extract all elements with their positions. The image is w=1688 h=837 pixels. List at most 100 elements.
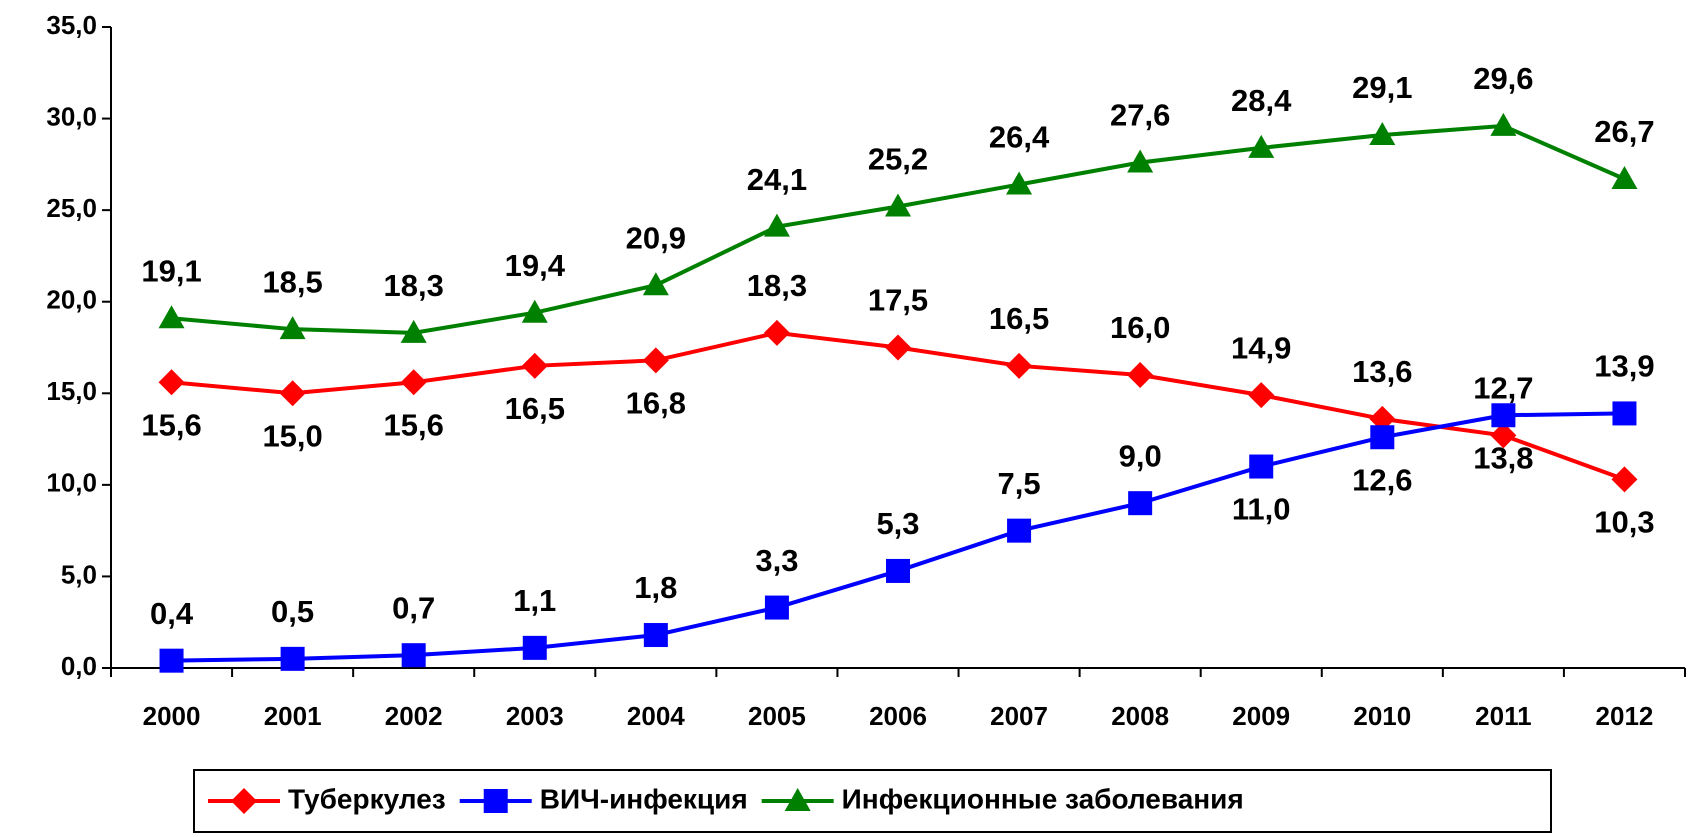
marker [1127,149,1154,173]
marker [642,272,669,296]
data-label: 18,3 [384,268,444,303]
x-tick-label: 2001 [264,701,322,731]
data-label: 27,6 [1110,98,1170,133]
legend-marker [784,788,811,811]
marker [1248,134,1275,158]
x-tick-label: 2002 [385,701,443,731]
marker [1249,454,1274,479]
y-tick-label: 35,0 [46,10,97,40]
data-label: 0,4 [150,596,194,631]
marker [1491,403,1516,428]
x-tick-label: 2004 [627,701,685,731]
data-label: 13,6 [1352,354,1412,389]
marker [1006,352,1033,379]
data-label: 16,0 [1110,310,1170,345]
data-label: 26,4 [989,120,1050,155]
marker [1128,491,1153,516]
marker [1127,361,1154,388]
y-tick-label: 30,0 [46,101,97,131]
x-tick-label: 2006 [869,701,927,731]
x-tick-label: 2003 [506,701,564,731]
marker [1248,382,1275,409]
data-label: 15,6 [141,407,201,442]
data-label: 15,0 [262,418,322,453]
marker [279,380,306,407]
data-label: 25,2 [868,142,928,177]
x-tick-label: 2008 [1111,701,1169,731]
data-label: 9,0 [1119,438,1162,473]
data-label: 5,3 [876,506,919,541]
marker [1370,425,1395,450]
data-label: 14,9 [1231,330,1291,365]
marker [643,623,668,648]
data-label: 0,5 [271,594,314,629]
marker [886,558,910,583]
marker [158,369,185,396]
marker [280,646,305,671]
marker [1490,112,1517,136]
x-tick-label: 2012 [1596,701,1654,731]
data-label: 18,3 [747,268,807,303]
y-tick-label: 15,0 [46,376,97,406]
x-tick-label: 2000 [143,701,201,731]
data-label: 29,1 [1352,70,1412,105]
marker [1007,518,1032,543]
data-label: 7,5 [998,466,1041,501]
marker [158,305,185,329]
marker [521,352,548,379]
data-label: 12,6 [1352,462,1412,497]
marker [400,319,427,343]
data-label: 19,4 [505,248,566,283]
marker [1006,171,1033,195]
marker [401,643,426,668]
legend-label: Инфекционные заболевания [842,783,1244,814]
legend-label: ВИЧ-инфекция [540,783,748,814]
legend-marker [483,789,508,813]
marker [1369,122,1396,146]
data-label: 19,1 [141,253,201,288]
x-tick-label: 2011 [1475,701,1531,731]
x-tick-label: 2009 [1232,701,1290,731]
y-tick-label: 5,0 [61,559,97,589]
legend-marker [231,788,257,814]
marker [521,299,548,323]
y-tick-label: 25,0 [46,193,97,223]
marker [279,316,306,340]
marker [764,595,789,620]
y-tick-label: 20,0 [46,285,97,315]
data-label: 16,8 [626,386,686,421]
data-label: 11,0 [1232,492,1291,527]
marker [642,347,669,374]
marker [522,635,547,660]
legend-label: Туберкулез [288,783,446,814]
marker [763,213,790,237]
data-label: 13,9 [1594,349,1654,384]
data-label: 24,1 [747,162,807,197]
data-label: 17,5 [868,283,928,318]
marker [159,648,184,673]
marker [1611,166,1638,190]
data-label: 10,3 [1594,505,1654,540]
data-label: 1,1 [513,583,556,618]
data-label: 0,7 [392,590,435,625]
x-tick-label: 2010 [1353,701,1411,731]
data-label: 28,4 [1231,83,1292,118]
data-label: 29,6 [1473,61,1533,96]
data-label: 3,3 [755,543,798,578]
data-label: 13,8 [1473,440,1533,475]
data-label: 1,8 [634,570,677,605]
data-label: 16,5 [989,301,1049,336]
data-label: 18,5 [262,264,322,299]
y-tick-label: 0,0 [61,651,97,681]
data-label: 26,7 [1594,114,1654,149]
marker [1611,466,1638,493]
x-tick-label: 2005 [748,701,806,731]
x-tick-label: 2007 [990,701,1048,731]
data-label: 16,5 [505,391,565,426]
legend-box [193,769,1552,833]
marker [400,369,427,396]
marker [885,334,911,361]
marker [1612,401,1637,426]
